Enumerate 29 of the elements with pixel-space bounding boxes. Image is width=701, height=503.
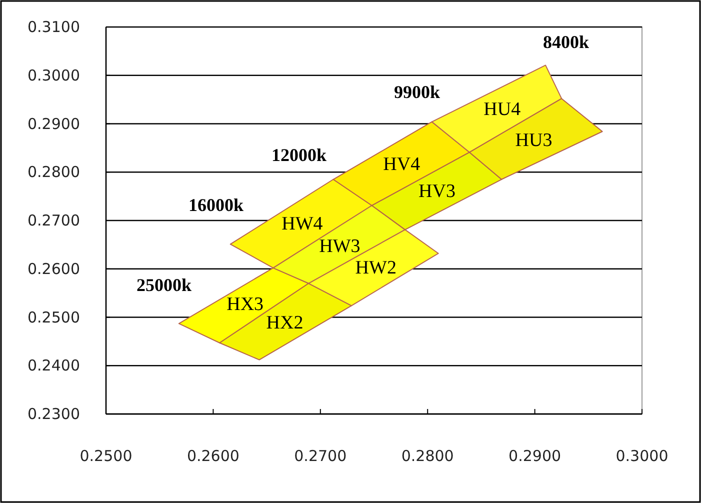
y-tick-label: 0.2300 <box>28 405 80 423</box>
x-tick-label: 0.2700 <box>294 447 347 465</box>
series-label: HX2 <box>266 312 304 334</box>
x-tick-label: 0.2800 <box>401 447 454 465</box>
annotation: 12000k <box>271 145 327 165</box>
series-label: HW2 <box>355 258 396 279</box>
series-label: HV3 <box>418 181 456 202</box>
annotation: 25000k <box>136 275 192 295</box>
x-tick-label: 0.2600 <box>186 447 240 465</box>
series-label: HU3 <box>515 130 552 151</box>
series-label: HX3 <box>226 294 264 315</box>
annotation: 8400k <box>542 32 590 52</box>
x-tick-label: 0.3000 <box>616 447 668 465</box>
y-tick-label: 0.3000 <box>28 66 80 84</box>
series-label: HW3 <box>319 236 360 258</box>
annotation: 9900k <box>394 82 440 102</box>
y-tick-label: 0.2500 <box>28 308 80 326</box>
y-tick-label: 0.2700 <box>28 212 80 230</box>
y-tick-label: 0.2600 <box>28 260 80 278</box>
y-tick-label: 0.2800 <box>28 163 80 182</box>
series-label: HV4 <box>383 154 421 176</box>
series-label: HW4 <box>282 214 324 235</box>
y-tick-label: 0.2400 <box>28 356 80 375</box>
series-label: HU4 <box>484 98 522 120</box>
annotation: 16000k <box>188 195 244 215</box>
x-tick-label: 0.2900 <box>508 447 562 465</box>
y-tick-label: 0.3100 <box>28 18 80 36</box>
y-tick-label: 0.2900 <box>28 114 80 133</box>
x-tick-label: 0.2500 <box>80 447 132 465</box>
